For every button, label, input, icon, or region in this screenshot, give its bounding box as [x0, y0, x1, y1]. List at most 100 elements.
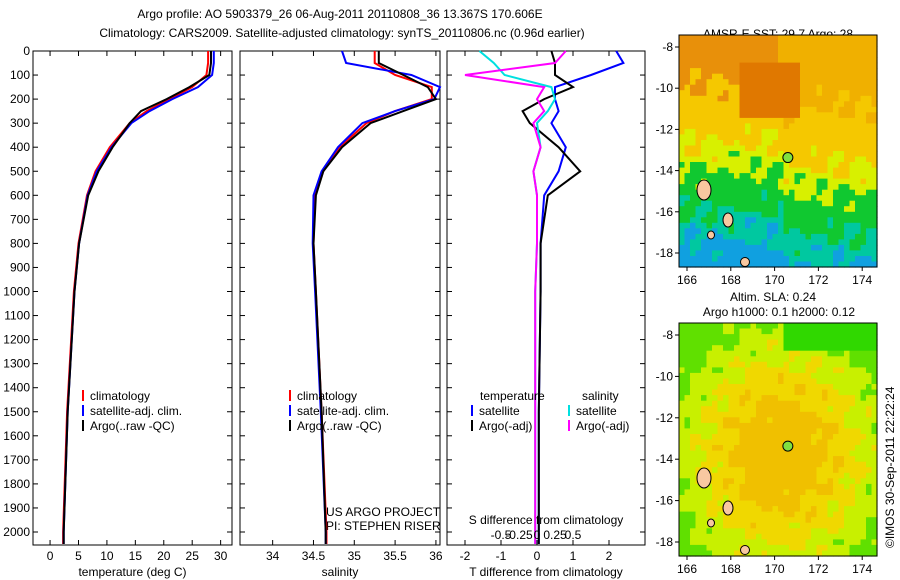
map-cell: [860, 506, 867, 513]
map-cell: [838, 372, 845, 379]
map-cell: [772, 456, 779, 463]
map-cell: [871, 51, 878, 58]
map-cell: [679, 456, 686, 463]
map-cell: [866, 134, 873, 141]
map-cell: [734, 178, 741, 185]
map-cell: [756, 500, 763, 507]
map-cell: [800, 200, 807, 207]
map-cell: [838, 95, 845, 102]
map-cell: [816, 522, 823, 529]
map-cell: [723, 356, 730, 363]
map-cell: [855, 40, 862, 47]
map-cell: [838, 395, 845, 402]
map-cell: [750, 84, 757, 91]
map-cell: [778, 544, 785, 551]
map-cell: [838, 339, 845, 346]
map-cell: [811, 345, 818, 352]
map-cell: [855, 539, 862, 546]
map-cell: [844, 539, 851, 546]
map-cell: [723, 411, 730, 418]
map-cell: [679, 244, 686, 251]
map-cell: [767, 467, 774, 474]
map-cell: [723, 256, 730, 263]
map-cell: [756, 68, 763, 75]
map-cell: [767, 500, 774, 507]
map-cell: [871, 62, 878, 69]
map-cell: [745, 134, 752, 141]
map-cell: [734, 79, 741, 86]
map-cell: [849, 428, 856, 435]
map-cell: [756, 217, 763, 224]
map-cell: [838, 51, 845, 58]
map-cell: [816, 112, 823, 119]
map-cell: [833, 528, 840, 535]
map-cell: [734, 189, 741, 196]
map-cell: [844, 145, 851, 152]
map-cell: [734, 378, 741, 385]
map-cell: [706, 434, 713, 441]
map-cell: [767, 411, 774, 418]
map-cell: [811, 378, 818, 385]
map-cell: [745, 95, 752, 102]
map-cell: [789, 79, 796, 86]
map-cell: [745, 35, 752, 42]
map-cell: [827, 389, 834, 396]
map-cell: [679, 35, 686, 42]
lat-tick-label: -8: [662, 40, 673, 54]
map-cell: [684, 46, 691, 53]
map-cell: [767, 84, 774, 91]
map-cell: [728, 467, 735, 474]
map-cell: [800, 239, 807, 246]
map-cell: [772, 184, 779, 191]
map-cell: [701, 51, 708, 58]
map-cell: [833, 467, 840, 474]
map-cell: [723, 200, 730, 207]
map-cell: [728, 384, 735, 391]
map-cell: [860, 411, 867, 418]
map-cell: [860, 173, 867, 180]
map-cell: [794, 356, 801, 363]
map-cell: [816, 356, 823, 363]
map-cell: [822, 372, 829, 379]
map-cell: [761, 117, 768, 124]
map-cell: [794, 156, 801, 163]
map-cell: [734, 539, 741, 546]
map-cell: [822, 134, 829, 141]
map-cell: [805, 467, 812, 474]
map-cell: [800, 533, 807, 540]
map-cell: [855, 378, 862, 385]
map-cell: [811, 162, 818, 169]
map-cell: [706, 112, 713, 119]
s-diff-tick-label: 0.5: [565, 528, 582, 542]
map-cell: [816, 151, 823, 158]
map-cell: [761, 261, 768, 268]
map-cell: [717, 467, 724, 474]
map-cell: [701, 522, 708, 529]
map-cell: [855, 384, 862, 391]
map-cell: [833, 456, 840, 463]
map-cell: [723, 522, 730, 529]
map-cell: [778, 517, 785, 524]
map-cell: [767, 134, 774, 141]
map-cell: [723, 395, 730, 402]
map-cell: [772, 173, 779, 180]
map-cell: [778, 472, 785, 479]
map-cell: [767, 250, 774, 257]
map-cell: [728, 372, 735, 379]
map-cell: [723, 206, 730, 213]
map-cell: [728, 483, 735, 490]
map-cell: [783, 167, 790, 174]
map-cell: [849, 544, 856, 551]
map-cell: [695, 51, 702, 58]
map-cell: [734, 233, 741, 240]
map-cell: [728, 428, 735, 435]
map-cell: [717, 167, 724, 174]
map-cell: [772, 128, 779, 135]
map-cell: [805, 151, 812, 158]
map-cell: [794, 195, 801, 202]
map-cell: [833, 200, 840, 207]
map-cell: [871, 544, 878, 551]
map-cell: [811, 73, 818, 80]
map-cell: [701, 367, 708, 374]
map-cell: [723, 84, 730, 91]
